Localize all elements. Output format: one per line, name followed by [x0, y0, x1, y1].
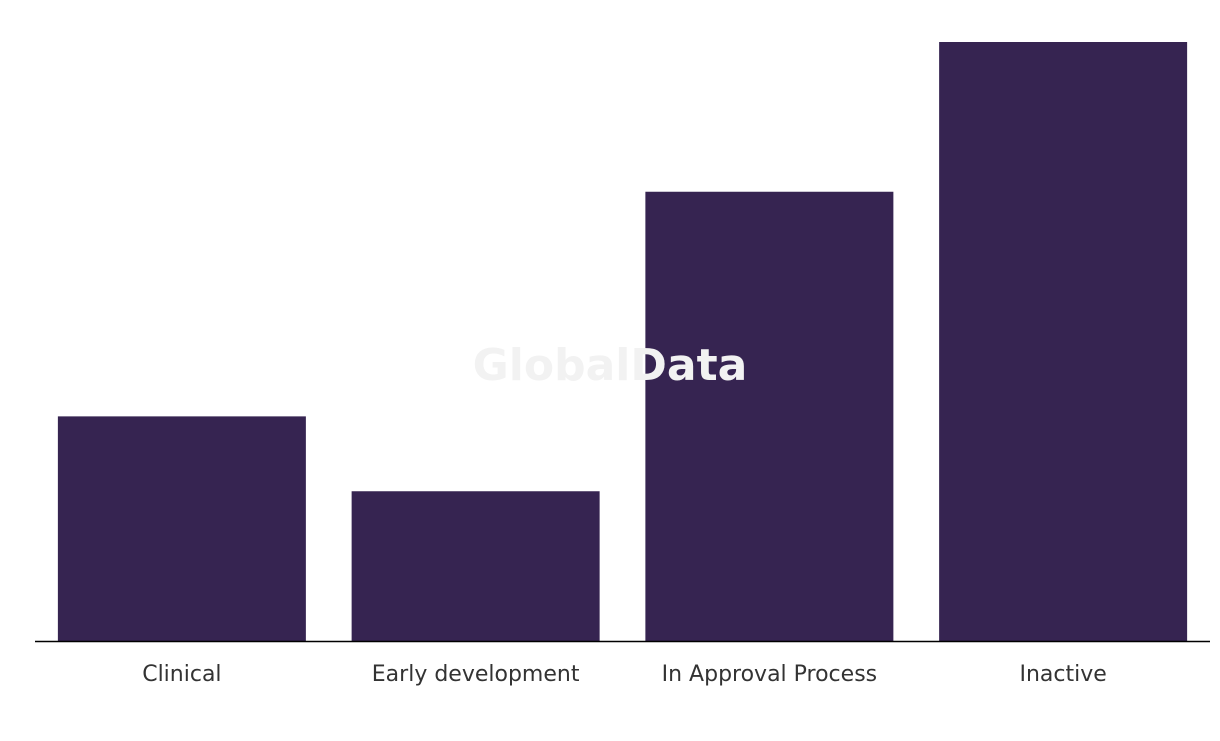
bar-in-approval-process [645, 191, 894, 641]
x-tick-label: Clinical [142, 662, 221, 687]
bar-early-development [351, 491, 600, 641]
x-tick-label: Inactive [1019, 662, 1106, 687]
bar-inactive [939, 42, 1188, 641]
x-tick-label: In Approval Process [662, 662, 878, 687]
x-tick-label: Early development [372, 662, 580, 687]
bar-clinical [57, 416, 306, 641]
